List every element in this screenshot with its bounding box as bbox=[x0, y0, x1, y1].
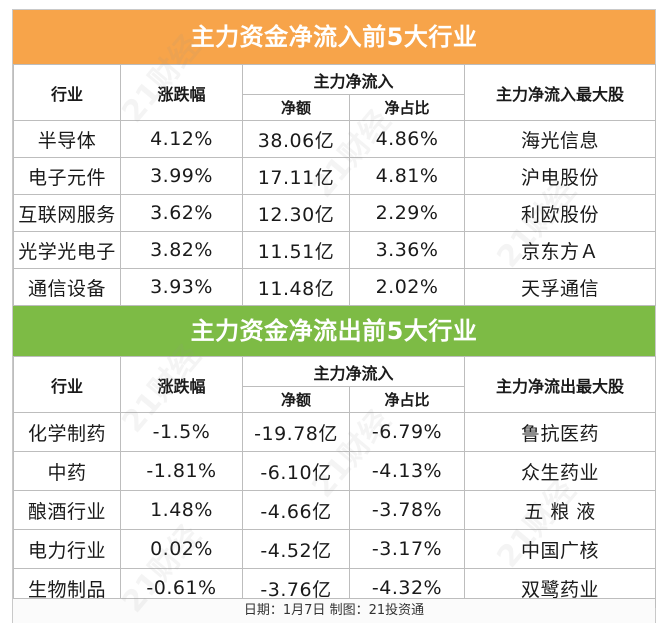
ratio-cell: 4.81% bbox=[348, 157, 466, 195]
stock-cell: 五 粮 液 bbox=[464, 490, 657, 530]
capital-flow-infographic: 主力资金净流入前5大行业 行业 涨跌幅 主力净流入 主力净流入最大股 净额 净占… bbox=[12, 9, 657, 623]
header-net-flow-group: 主力净流入 bbox=[241, 356, 466, 387]
header-top-stock: 主力净流出最大股 bbox=[464, 356, 657, 413]
change-cell: 0.02% bbox=[120, 529, 243, 569]
ratio-cell: 4.86% bbox=[348, 120, 466, 158]
outflow-title: 主力资金净流出前5大行业 bbox=[13, 306, 655, 356]
change-cell: 3.62% bbox=[120, 194, 243, 232]
ratio-cell: -4.13% bbox=[348, 451, 466, 491]
change-cell: -1.81% bbox=[120, 451, 243, 491]
change-cell: 1.48% bbox=[120, 490, 243, 530]
inflow-title: 主力资金净流入前5大行业 bbox=[13, 10, 655, 64]
amount-cell: -19.78亿 bbox=[242, 412, 350, 452]
stock-cell: 利欧股份 bbox=[464, 194, 657, 232]
change-cell: 4.12% bbox=[120, 120, 243, 158]
stock-cell: 沪电股份 bbox=[464, 157, 657, 195]
table-row: 电力行业 0.02% -4.52亿 -3.17% 中国广核 bbox=[13, 529, 657, 569]
industry-cell: 电子元件 bbox=[13, 157, 121, 195]
amount-cell: 11.51亿 bbox=[242, 231, 350, 269]
amount-cell: 11.48亿 bbox=[242, 268, 350, 306]
stock-cell: 众生药业 bbox=[464, 451, 657, 491]
change-cell: 3.82% bbox=[120, 231, 243, 269]
table-row: 中药 -1.81% -6.10亿 -4.13% 众生药业 bbox=[13, 451, 657, 491]
header-net-amount: 净额 bbox=[242, 386, 350, 413]
table-row: 通信设备 3.93% 11.48亿 2.02% 天孚通信 bbox=[13, 268, 657, 306]
table-row: 互联网服务 3.62% 12.30亿 2.29% 利欧股份 bbox=[13, 194, 657, 232]
outflow-table: 行业 涨跌幅 主力净流入 主力净流出最大股 净额 净占比 化学制药 -1.5% … bbox=[13, 356, 657, 608]
header-change: 涨跌幅 bbox=[120, 64, 243, 121]
industry-cell: 通信设备 bbox=[13, 268, 121, 306]
stock-cell: 鲁抗医药 bbox=[464, 412, 657, 452]
ratio-cell: -3.78% bbox=[348, 490, 466, 530]
change-cell: -1.5% bbox=[120, 412, 243, 452]
header-net-ratio: 净占比 bbox=[348, 94, 466, 121]
header-net-flow-group: 主力净流入 bbox=[241, 64, 466, 95]
inflow-table: 行业 涨跌幅 主力净流入 主力净流入最大股 净额 净占比 半导体 4.12% 3… bbox=[13, 64, 657, 306]
table-row: 电子元件 3.99% 17.11亿 4.81% 沪电股份 bbox=[13, 157, 657, 195]
industry-cell: 酿酒行业 bbox=[13, 490, 121, 530]
industry-cell: 互联网服务 bbox=[13, 194, 121, 232]
change-cell: 3.99% bbox=[120, 157, 243, 195]
table-row: 酿酒行业 1.48% -4.66亿 -3.78% 五 粮 液 bbox=[13, 490, 657, 530]
amount-cell: 38.06亿 bbox=[242, 120, 350, 158]
industry-cell: 光学光电子 bbox=[13, 231, 121, 269]
table-row: 光学光电子 3.82% 11.51亿 3.36% 京东方Ａ bbox=[13, 231, 657, 269]
header-net-amount: 净额 bbox=[242, 94, 350, 121]
ratio-cell: -3.17% bbox=[348, 529, 466, 569]
amount-cell: 12.30亿 bbox=[242, 194, 350, 232]
stock-cell: 天孚通信 bbox=[464, 268, 657, 306]
header-industry: 行业 bbox=[13, 356, 121, 413]
amount-cell: -4.66亿 bbox=[242, 490, 350, 530]
amount-cell: 17.11亿 bbox=[242, 157, 350, 195]
header-top-stock: 主力净流入最大股 bbox=[464, 64, 657, 121]
ratio-cell: 2.29% bbox=[348, 194, 466, 232]
industry-cell: 半导体 bbox=[13, 120, 121, 158]
ratio-cell: -6.79% bbox=[348, 412, 466, 452]
source-footer: 日期：1月7日 制图：21投资通 bbox=[13, 598, 655, 623]
header-change: 涨跌幅 bbox=[120, 356, 243, 413]
stock-cell: 京东方Ａ bbox=[464, 231, 657, 269]
ratio-cell: 3.36% bbox=[348, 231, 466, 269]
header-net-ratio: 净占比 bbox=[348, 386, 466, 413]
change-cell: 3.93% bbox=[120, 268, 243, 306]
amount-cell: -4.52亿 bbox=[242, 529, 350, 569]
amount-cell: -6.10亿 bbox=[242, 451, 350, 491]
industry-cell: 化学制药 bbox=[13, 412, 121, 452]
table-row: 化学制药 -1.5% -19.78亿 -6.79% 鲁抗医药 bbox=[13, 412, 657, 452]
stock-cell: 中国广核 bbox=[464, 529, 657, 569]
ratio-cell: 2.02% bbox=[348, 268, 466, 306]
table-row: 半导体 4.12% 38.06亿 4.86% 海光信息 bbox=[13, 120, 657, 158]
industry-cell: 电力行业 bbox=[13, 529, 121, 569]
industry-cell: 中药 bbox=[13, 451, 121, 491]
header-industry: 行业 bbox=[13, 64, 121, 121]
stock-cell: 海光信息 bbox=[464, 120, 657, 158]
